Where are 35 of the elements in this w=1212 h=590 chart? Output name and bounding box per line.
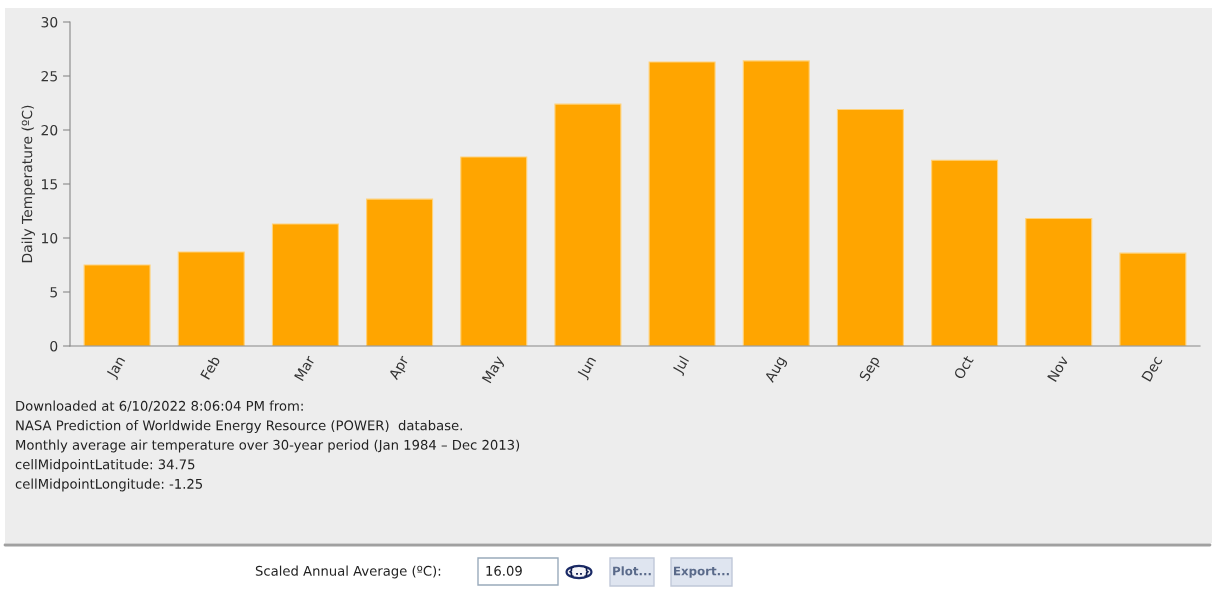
x-tick-label: Jul <box>671 355 692 377</box>
y-tick-label: 5 <box>50 287 57 298</box>
x-tick-label: Feb <box>199 354 221 380</box>
bar <box>931 159 999 346</box>
x-tick-label: Oct <box>953 354 974 380</box>
text: cellMidpointLongitude: -1.25 <box>15 478 203 492</box>
bar <box>1025 218 1093 346</box>
y-tick-label: 0 <box>50 340 58 352</box>
bar <box>554 103 622 346</box>
text: Export... <box>674 566 729 578</box>
bar <box>366 198 434 346</box>
y-tick-label: 15 <box>42 179 57 190</box>
text: Downloaded at 6/10/2022 8:06:04 PM from: <box>16 400 303 412</box>
bar <box>648 61 716 346</box>
bar <box>742 60 810 346</box>
y-tick-label: 20 <box>41 124 58 136</box>
text: Plot... <box>613 566 651 576</box>
text: Scaled Annual Average (ºC): <box>255 565 441 579</box>
text: Monthly average air temperature over 30-year period (Jan 1984 – Dec 2013) <box>16 439 520 453</box>
text: {..} <box>568 566 590 577</box>
y-tick-label: 25 <box>41 70 57 82</box>
bar <box>1119 252 1187 346</box>
y-tick-label: 30 <box>41 16 58 28</box>
bar <box>836 108 904 346</box>
text: 16.09 <box>486 565 522 576</box>
y-tick-label: 10 <box>42 232 58 244</box>
bar <box>271 223 339 346</box>
x-tick-label: Jan <box>105 355 128 381</box>
bar <box>83 264 151 346</box>
bar <box>177 251 245 346</box>
text: NASA Prediction of Worldwide Energy Resource (POWER) database. <box>16 420 462 433</box>
y-axis-title: Daily Temperature (ºC) <box>21 105 35 263</box>
x-tick-label: Jun <box>576 355 599 381</box>
bar <box>460 156 528 346</box>
text: cellMidpointLatitude: 34.75 <box>15 459 195 472</box>
